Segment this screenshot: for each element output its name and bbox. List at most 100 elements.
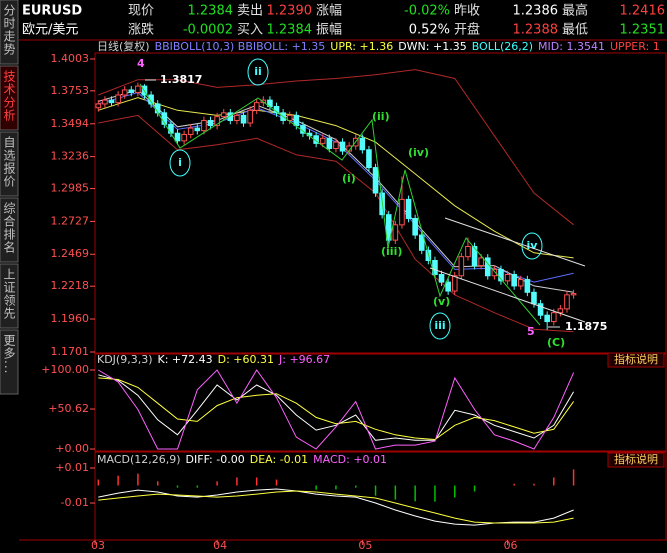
- candle-body: [128, 89, 135, 93]
- main-panel-frame: [94, 52, 667, 354]
- candle-body: [392, 224, 399, 241]
- quote-label: 振幅: [316, 23, 342, 38]
- quote-label: 最低: [562, 23, 588, 38]
- tab-label[interactable]: 综合排名: [2, 202, 16, 254]
- candle-body: [484, 257, 491, 277]
- indicator-help-button[interactable]: [607, 452, 665, 468]
- candle-body: [201, 119, 207, 132]
- candle-body: [168, 123, 174, 134]
- indicator-header: MACD(12,26,9): [97, 453, 181, 466]
- y-tick-label: +100.00: [41, 363, 89, 376]
- candle-body: [135, 85, 141, 93]
- quote-value: 1.2386: [513, 4, 559, 19]
- tab[interactable]: [0, 263, 19, 329]
- candle-body: [174, 132, 181, 142]
- indicator-line: [98, 490, 574, 524]
- candle-body: [207, 119, 214, 127]
- wave-label: (i): [342, 172, 356, 185]
- candle-body: [220, 112, 227, 118]
- candle-body: [247, 109, 253, 124]
- candle-body: [187, 127, 194, 135]
- indicator-line: [98, 114, 574, 333]
- tab-label[interactable]: 更多...: [2, 334, 16, 374]
- trend-channel: [429, 267, 586, 323]
- indicator-header: MID: 1.3541: [538, 40, 605, 53]
- indicator-header: MACD: +0.01: [313, 453, 387, 466]
- plot: 41.3817iii(ii)(i)(iv)(iii)(v)iiiiv5(C)1.…: [95, 57, 607, 349]
- indicator-header: KDJ(9,3,3): [97, 353, 153, 366]
- candle-body: [478, 257, 484, 267]
- y-tick-label: 1.1701: [51, 345, 90, 358]
- quote-value: 1.2384: [188, 4, 234, 19]
- tab-label[interactable]: 分时走势: [2, 4, 16, 56]
- tab-label[interactable]: 技术分析: [2, 70, 16, 122]
- x-tick-label: 06: [504, 539, 518, 552]
- wave-circle: [521, 232, 543, 260]
- quote-value: 1.2390: [267, 4, 313, 19]
- wave-label: (iii): [381, 245, 402, 258]
- candle-body: [359, 137, 366, 151]
- y-tick-label: +0.00: [55, 442, 89, 455]
- tab[interactable]: [0, 131, 19, 197]
- tab[interactable]: [0, 65, 19, 131]
- quote-label: 最高: [562, 3, 588, 19]
- plot: [98, 369, 575, 450]
- y-tick-label: 1.4003: [51, 52, 90, 65]
- quote-label: 卖出: [237, 4, 263, 19]
- quote-label: 现价: [128, 4, 154, 19]
- candle-body: [194, 127, 201, 132]
- quote-value: -0.0002: [183, 23, 233, 38]
- indicator-help-label[interactable]: 指标说明: [614, 452, 658, 466]
- quote-value: 0.52%: [409, 23, 450, 38]
- wave-circle: [247, 58, 269, 86]
- quote-value: -0.02%: [404, 4, 450, 19]
- candle-body: [491, 268, 498, 277]
- wave-label: 4: [137, 57, 145, 70]
- tab[interactable]: [0, 197, 19, 263]
- quote-value: 1.2351: [620, 23, 666, 38]
- x-tick-label: 05: [358, 539, 372, 552]
- candle-body: [438, 273, 445, 283]
- wave-drawings: [139, 79, 586, 328]
- candle-body: [418, 234, 425, 251]
- wave-label: (ii): [372, 110, 390, 123]
- y-tick-label: 1.3753: [51, 84, 90, 97]
- quote-label: 买入: [237, 23, 263, 38]
- candle-body: [517, 279, 524, 287]
- quote-label: 涨幅: [316, 4, 342, 19]
- wave-label: ii: [254, 65, 262, 78]
- y-tick-label: 1.3236: [51, 150, 90, 163]
- y-tick-label: 1.2218: [51, 279, 90, 292]
- tab-label[interactable]: 上证领先: [2, 268, 16, 320]
- candle-body: [366, 149, 372, 169]
- candle-body: [95, 103, 102, 109]
- candle-body: [240, 114, 247, 124]
- candle-body: [399, 198, 405, 226]
- tab[interactable]: [0, 0, 19, 65]
- candle-body: [504, 273, 511, 282]
- wave-label: i: [178, 156, 182, 169]
- candle-body: [537, 303, 544, 316]
- candle-body: [319, 137, 326, 144]
- tab[interactable]: [0, 329, 19, 395]
- candle-body: [372, 167, 379, 194]
- indicator-help-label[interactable]: 指标说明: [614, 352, 658, 366]
- candle-body: [564, 294, 570, 310]
- wave-label: 1.1875: [565, 320, 607, 333]
- tab-label[interactable]: 自选报价: [2, 136, 16, 188]
- wave-line: [139, 83, 541, 326]
- candle-body: [108, 99, 115, 104]
- indicator-header: 日线(复权): [97, 39, 150, 53]
- candle-body: [214, 116, 220, 127]
- plot: [97, 469, 575, 526]
- y-tick-label: 1.2727: [51, 214, 90, 227]
- indicator-header: DEA: -0.01: [250, 453, 308, 466]
- indicator-header: UPR: +1.36: [330, 40, 393, 53]
- indicator-help-button[interactable]: [607, 352, 665, 368]
- indicator-header: BBIBOLL(10,3) BBIBOLL: +1.35: [155, 40, 326, 53]
- indicator-header: DWN: +1.35: [398, 40, 467, 53]
- y-tick-label: +50.62: [48, 402, 89, 415]
- candle-body: [412, 217, 418, 236]
- candle-body: [471, 245, 478, 267]
